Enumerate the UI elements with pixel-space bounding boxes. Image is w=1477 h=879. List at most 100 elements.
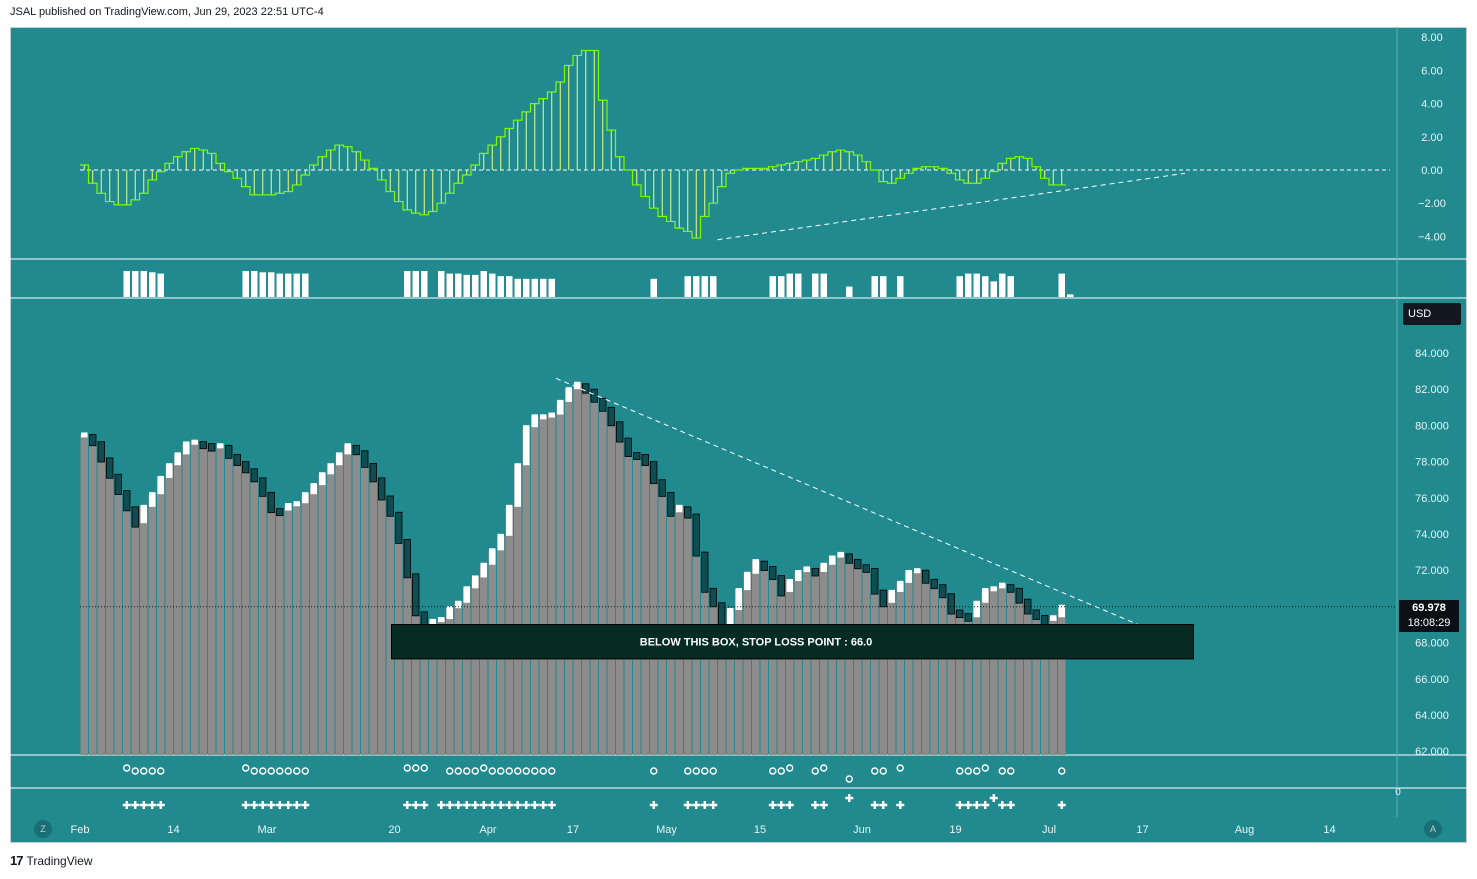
- signal-bar: [506, 276, 513, 297]
- candle-body-up: [293, 501, 300, 507]
- signal-circle: [684, 767, 692, 775]
- price-area-bar: [276, 510, 284, 755]
- time-axis-label: Mar: [258, 824, 277, 836]
- price-area-bar: [1041, 620, 1049, 755]
- price-area-bar: [369, 477, 377, 755]
- signal-bar: [846, 286, 853, 297]
- signal-cross: [437, 801, 446, 809]
- time-axis-label: May: [656, 824, 677, 836]
- price-area-bar: [582, 389, 590, 755]
- signal-circle: [148, 767, 156, 775]
- price-area-bar: [590, 398, 598, 755]
- candle-body-down: [709, 587, 717, 608]
- candle-body-down: [199, 441, 207, 450]
- signal-bar: [123, 271, 130, 297]
- signal-bar: [472, 274, 479, 297]
- candle-body-up: [837, 551, 844, 558]
- price-area-bar: [990, 588, 998, 755]
- price-area-bar: [658, 492, 666, 755]
- candle-body-down: [633, 452, 641, 460]
- price-area-bar: [157, 477, 165, 755]
- currency-badge[interactable]: USD: [1403, 303, 1461, 325]
- price-area-bar: [956, 613, 964, 755]
- signal-circle: [650, 767, 658, 775]
- candle-body-up: [727, 608, 734, 625]
- signal-bar: [438, 271, 445, 297]
- price-area-bar: [225, 454, 233, 755]
- price-area-bar: [905, 572, 913, 755]
- candle-body-up: [829, 555, 836, 565]
- candle-body-up: [81, 432, 88, 438]
- price-area-bar: [973, 602, 981, 755]
- auto-scale-button[interactable]: A: [1424, 820, 1442, 838]
- signal-cross: [879, 801, 888, 809]
- time-axis-label: Apr: [479, 824, 496, 836]
- price-area-bar: [811, 572, 819, 755]
- signal-cross: [692, 801, 701, 809]
- signal-circle: [514, 767, 522, 775]
- signal-cross: [411, 801, 420, 809]
- candle-body-down: [267, 491, 275, 514]
- candle-body-up: [565, 387, 572, 402]
- osc-line: [80, 49, 1066, 239]
- signal-bar: [157, 273, 164, 297]
- signal-cross: [420, 801, 429, 809]
- publish-info: JSAL published on TradingView.com, Jun 2…: [10, 6, 324, 18]
- candle-body-up: [744, 571, 751, 591]
- chart-canvas[interactable]: 8.00 6.00 4.00 2.00 0.00 −2.00 −4.00 84.000 82.0…: [10, 27, 1467, 843]
- candle-body-down: [854, 558, 862, 570]
- signal-cross: [700, 801, 709, 809]
- candle-body-down: [684, 506, 692, 519]
- signal-bar: [489, 273, 496, 297]
- signal-bar: [480, 271, 487, 297]
- signal-cross: [258, 801, 267, 809]
- signal-bar: [132, 271, 139, 297]
- candle-body-down: [97, 441, 105, 463]
- signal-bar: [531, 278, 538, 297]
- candle-body-down: [386, 495, 394, 517]
- candle-body-up: [302, 492, 309, 504]
- candle-body-down: [89, 434, 97, 447]
- signal-circle: [820, 764, 828, 772]
- signal-circle: [879, 767, 887, 775]
- signal-circle: [284, 767, 292, 775]
- price-area-bar: [573, 383, 581, 755]
- signal-bar: [421, 271, 428, 297]
- signal-circle: [956, 767, 964, 775]
- price-area-bar: [1032, 615, 1040, 755]
- candle-body-up: [1050, 615, 1057, 621]
- candle-body-down: [369, 463, 377, 483]
- signal-circle: [480, 764, 488, 772]
- signal-bar: [276, 273, 283, 297]
- signal-bar: [871, 276, 878, 297]
- price-area-bar: [786, 581, 794, 755]
- signal-cross: [547, 801, 556, 809]
- price-area-bar: [735, 590, 743, 755]
- candle-body-down: [939, 584, 947, 599]
- price-area-bar: [862, 568, 870, 755]
- candle-body-down: [276, 508, 284, 517]
- signal-cross: [981, 801, 990, 809]
- timezone-button[interactable]: Z: [34, 820, 52, 838]
- price-area-bar: [1024, 610, 1032, 755]
- signal-cross: [777, 801, 786, 809]
- signal-circle: [259, 767, 267, 775]
- stop-loss-box: [391, 624, 1194, 660]
- price-area-bar: [964, 617, 972, 755]
- signal-circle: [1007, 767, 1015, 775]
- price-trendline: [555, 377, 1186, 645]
- signal-circle: [998, 767, 1006, 775]
- signal-cross: [454, 801, 463, 809]
- candle-body-up: [752, 559, 759, 574]
- candle-body-up: [344, 443, 351, 455]
- signal-circle: [488, 767, 496, 775]
- candle-body-up: [803, 566, 810, 573]
- candle-body-down: [233, 453, 241, 466]
- price-area-bar: [378, 495, 386, 755]
- price-tick-label: 80.000: [1415, 420, 1449, 432]
- signal-circle: [896, 764, 904, 772]
- price-area-bar: [233, 461, 241, 755]
- osc-trendline: [717, 172, 1186, 241]
- signal-circle: [420, 764, 428, 772]
- price-area-bar: [599, 407, 607, 755]
